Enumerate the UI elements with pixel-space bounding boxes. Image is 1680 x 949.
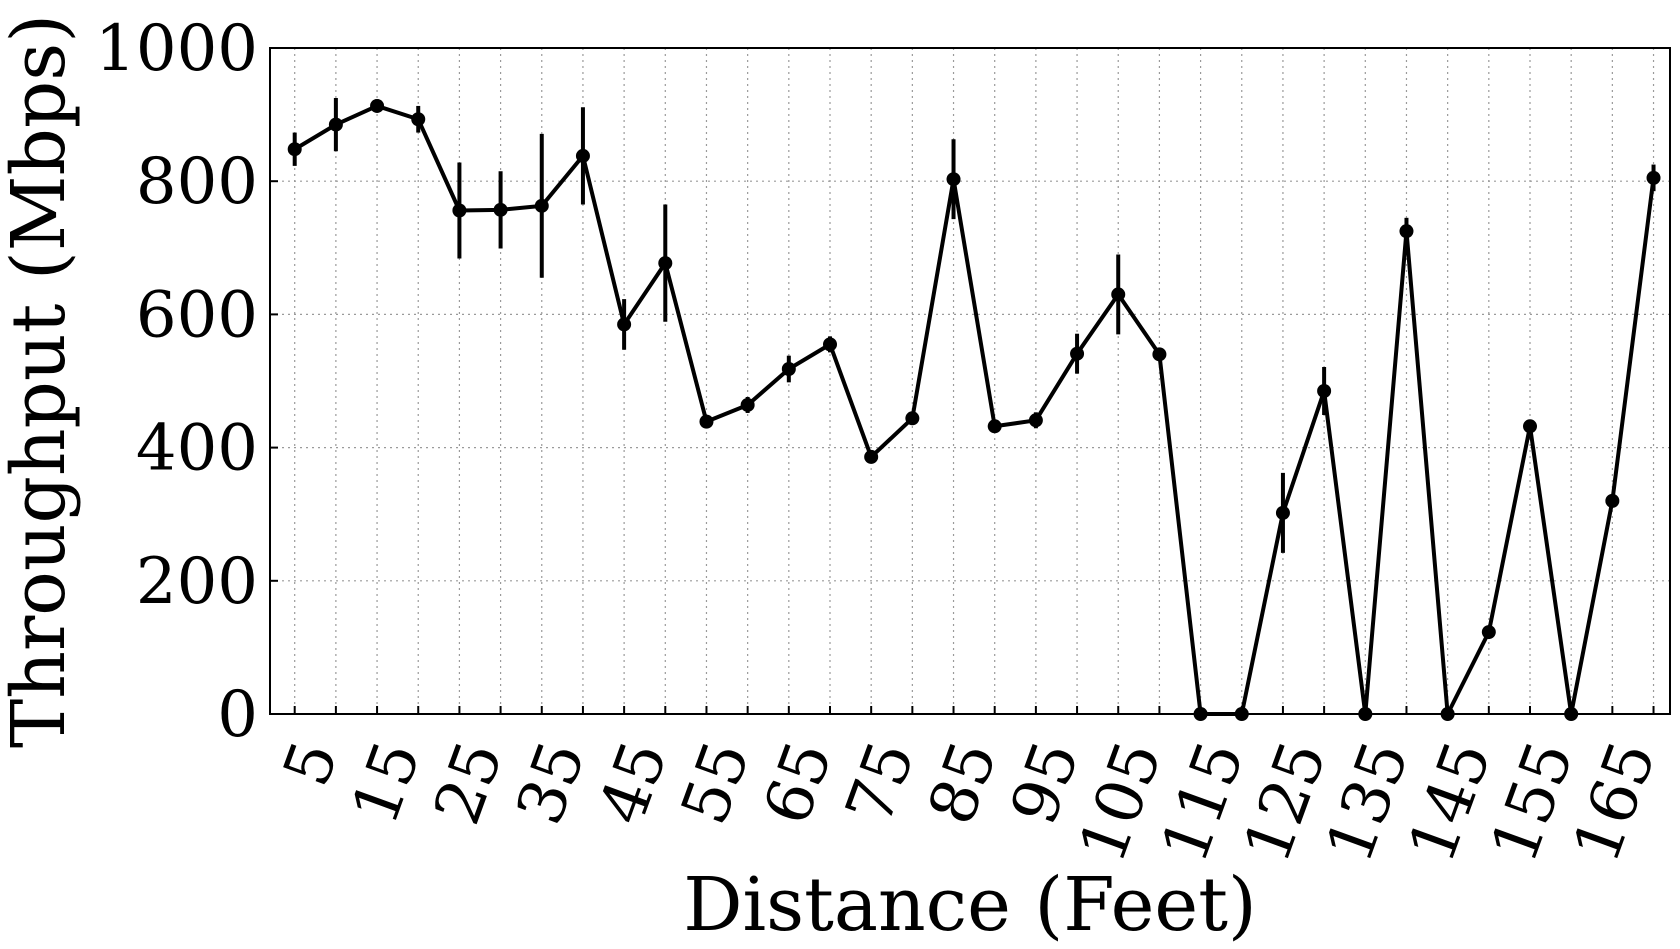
data-point	[1440, 707, 1455, 721]
data-point	[575, 148, 590, 163]
y-tick-label: 0	[217, 678, 258, 752]
data-point	[1193, 707, 1208, 721]
data-point	[493, 202, 508, 217]
data-point	[370, 98, 385, 113]
data-point	[617, 317, 632, 332]
data-point	[1646, 170, 1661, 185]
y-tick-label: 600	[136, 278, 258, 352]
data-point	[946, 172, 961, 187]
data-point	[1523, 419, 1537, 434]
data-point	[1605, 493, 1620, 508]
data-point	[823, 337, 837, 352]
data-point	[1152, 347, 1167, 362]
data-point	[411, 112, 426, 127]
data-point	[740, 397, 755, 412]
x-axis-title: Distance (Feet)	[683, 862, 1257, 948]
y-axis-title: Throughput (Mbps)	[0, 14, 82, 748]
x-tick-label: 35	[503, 732, 600, 834]
data-point	[987, 419, 1002, 434]
data-point	[1358, 707, 1373, 721]
data-point	[864, 449, 879, 464]
plot-frame	[269, 47, 1671, 715]
tick-labels: 0200400600800100051525354555657585951051…	[95, 12, 1671, 872]
data-point	[1481, 625, 1496, 640]
data-point	[1234, 707, 1249, 721]
x-tick-label: 55	[668, 732, 765, 834]
data-point	[452, 203, 467, 218]
y-tick-label: 1000	[95, 12, 258, 86]
data-point	[658, 256, 673, 271]
data-point	[328, 117, 343, 132]
x-tick-label: 15	[338, 732, 435, 834]
data-point	[1070, 346, 1085, 361]
data-point	[534, 198, 549, 213]
data-point	[1399, 224, 1414, 239]
x-tick-label: 25	[421, 732, 518, 834]
axis-ticks	[270, 47, 1655, 715]
y-tick-label: 400	[136, 412, 258, 486]
data-point	[905, 411, 920, 426]
y-tick-label: 200	[136, 545, 258, 619]
data-point	[1564, 707, 1579, 721]
y-tick-label: 800	[136, 145, 258, 219]
series	[287, 97, 1661, 721]
data-point	[1028, 413, 1043, 428]
data-point	[699, 414, 714, 429]
data-point	[781, 362, 796, 377]
grid	[270, 47, 1670, 715]
data-point	[1275, 505, 1290, 520]
data-point	[1317, 383, 1332, 398]
x-tick-label: 45	[585, 732, 682, 834]
data-point	[287, 142, 302, 157]
data-point	[1111, 287, 1126, 302]
x-tick-label: 65	[750, 732, 847, 834]
x-tick-label: 5	[270, 732, 353, 796]
x-tick-label: 85	[915, 732, 1012, 834]
series-line	[293, 103, 1656, 716]
x-tick-label: 75	[832, 732, 929, 834]
